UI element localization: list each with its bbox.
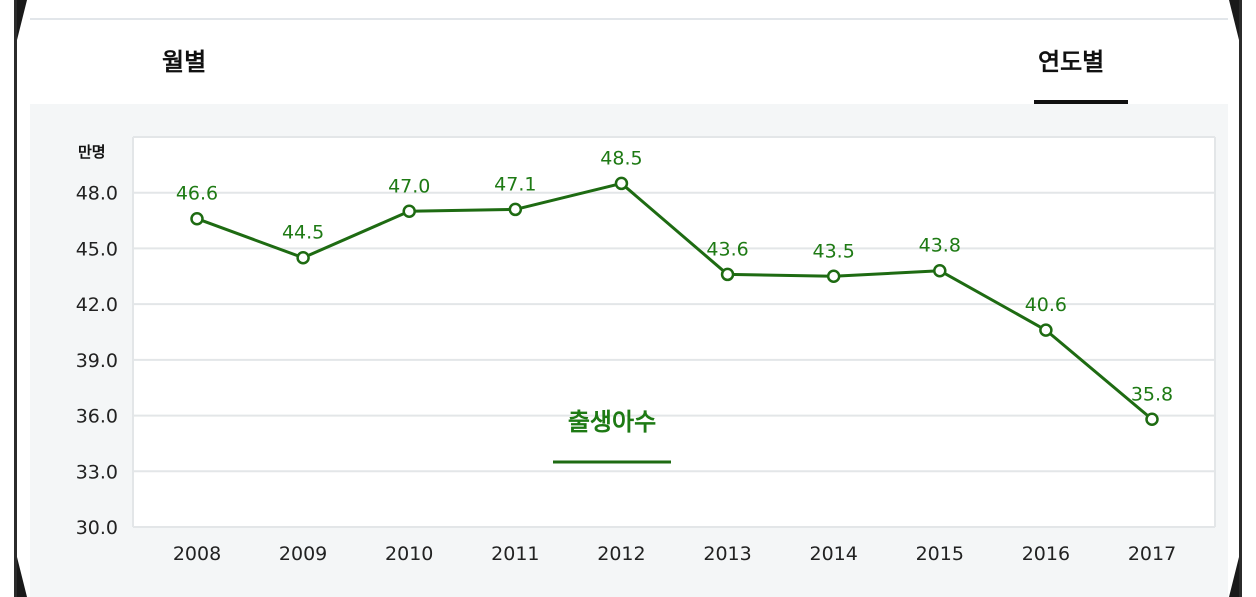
y-unit-label: 만명 <box>78 143 106 161</box>
x-tick-label: 2010 <box>385 543 433 565</box>
x-tick-label: 2012 <box>597 543 645 565</box>
tab-yearly[interactable]: 연도별 <box>1038 48 1105 76</box>
y-tick-label: 48.0 <box>76 183 118 205</box>
data-label: 47.1 <box>494 173 536 195</box>
data-points <box>190 176 1159 427</box>
data-label: 43.6 <box>706 238 748 260</box>
data-point[interactable] <box>402 204 416 219</box>
y-tick-label: 42.0 <box>76 294 118 316</box>
x-tick-label: 2011 <box>491 543 539 565</box>
x-tick-label: 2017 <box>1128 543 1176 565</box>
data-point[interactable] <box>296 250 310 265</box>
data-point[interactable] <box>614 176 629 191</box>
y-axis: 30.0 33.0 36.0 39.0 42.0 45.0 48.0 <box>76 183 118 539</box>
series-line-group <box>196 181 1153 421</box>
y-tick-label: 30.0 <box>76 517 118 539</box>
data-label: 35.8 <box>1131 383 1173 405</box>
data-point[interactable] <box>508 202 523 217</box>
data-label: 43.5 <box>813 240 855 262</box>
series-line <box>196 181 1153 421</box>
x-tick-label: 2009 <box>279 543 327 565</box>
x-tick-label: 2016 <box>1022 543 1070 565</box>
plot-background <box>133 137 1215 527</box>
data-point[interactable] <box>720 267 735 282</box>
grid-lines <box>132 136 1216 528</box>
data-point[interactable] <box>1039 323 1053 337</box>
y-tick-label: 33.0 <box>76 461 118 483</box>
period-tab-bar: 월별 연도별 <box>30 18 1228 106</box>
data-label: 46.6 <box>176 183 218 205</box>
y-tick-label: 39.0 <box>76 350 118 372</box>
y-tick-label: 36.0 <box>76 406 118 428</box>
x-tick-label: 2008 <box>173 543 221 565</box>
data-point[interactable] <box>826 269 841 284</box>
y-tick-label: 45.0 <box>76 238 118 260</box>
x-tick-label: 2015 <box>916 543 964 565</box>
x-axis: 2008 2009 2010 2011 2012 2013 2014 2015 2016 2017 <box>173 543 1176 565</box>
x-tick-label: 2013 <box>703 543 751 565</box>
legend-label: 출생아수 <box>568 408 656 436</box>
frame-corner <box>1229 557 1239 597</box>
data-label: 44.5 <box>282 222 324 244</box>
frame-corner <box>1229 0 1239 40</box>
x-tick-label: 2014 <box>809 543 857 565</box>
data-label: 47.0 <box>388 175 430 197</box>
data-label: 43.8 <box>919 235 961 257</box>
data-labels: 46.6 44.5 47.0 47.1 48.5 43.6 43.5 43.8 40.6 35.8 <box>176 147 1173 405</box>
tab-monthly[interactable]: 월별 <box>162 48 207 76</box>
data-point[interactable] <box>190 211 204 226</box>
data-label: 40.6 <box>1025 294 1067 316</box>
data-point[interactable] <box>933 263 947 278</box>
frame-corner <box>17 0 27 40</box>
data-point[interactable] <box>1145 412 1159 427</box>
active-tab-indicator <box>1034 100 1128 104</box>
frame-corner <box>17 557 27 597</box>
data-label: 48.5 <box>600 147 642 169</box>
